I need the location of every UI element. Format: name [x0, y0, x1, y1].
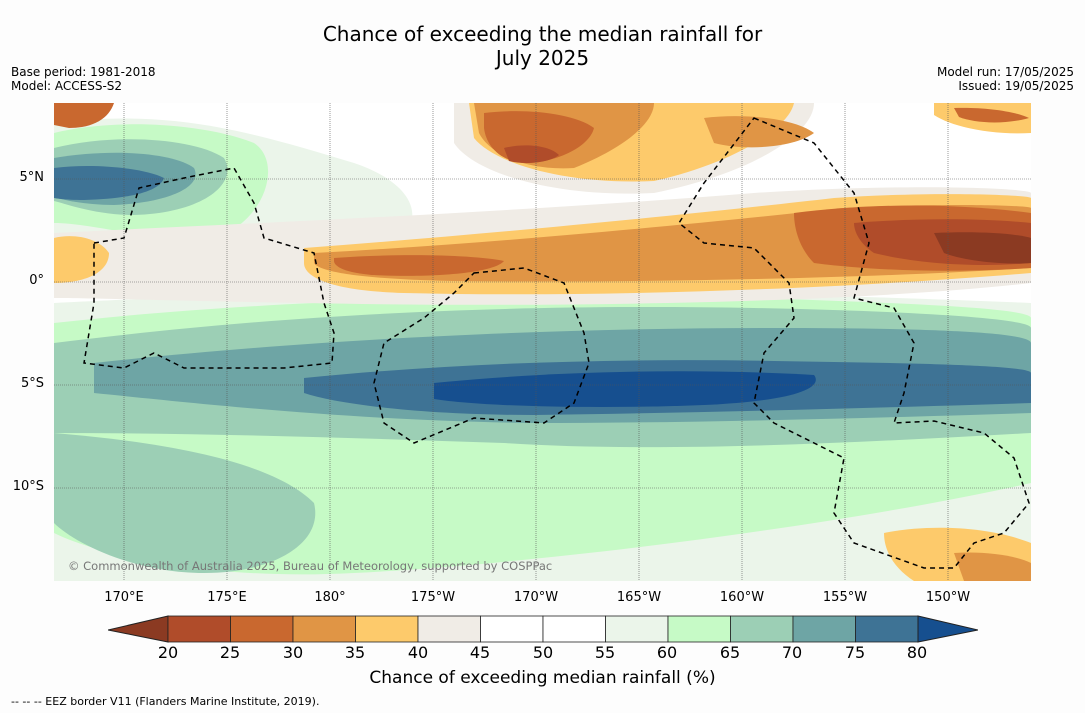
colorbar-cell: [667, 615, 731, 643]
eez-legend-footer: -- -- -- EEZ border V11 (Flanders Marine…: [11, 695, 320, 708]
lon-label-165w: 165°W: [616, 590, 662, 605]
model-name: Model: ACCESS-S2: [11, 79, 123, 93]
zone-25-north: [504, 145, 559, 163]
colorbar-tick-60: 60: [656, 643, 678, 662]
colorbar-tick-35: 35: [344, 643, 366, 662]
map-canvas: © Commonwealth of Australia 2025, Bureau…: [54, 103, 1031, 581]
zone-35-se-corner: [954, 552, 1031, 581]
lon-label-160w: 160°W: [719, 590, 765, 605]
colorbar-cell: [855, 615, 919, 643]
zone-40-west: [54, 236, 109, 283]
rainfall-map: © Commonwealth of Australia 2025, Bureau…: [54, 103, 1031, 581]
colorbar-tick-50: 50: [532, 643, 554, 662]
base-period: Base period: 1981-2018: [11, 65, 156, 79]
colorbar-arrow-right: [917, 615, 978, 643]
issued-date: Issued: 19/05/2025: [958, 79, 1074, 93]
graticule: [54, 103, 1031, 581]
zone-30-equator: [334, 255, 504, 276]
title-line-1: Chance of exceeding the median rainfall …: [322, 22, 763, 46]
colorbar-label: Chance of exceeding median rainfall (%): [369, 668, 716, 688]
colorbar-tick-65: 65: [719, 643, 741, 662]
zone-80-north: [54, 166, 164, 200]
colorbar-cell: [480, 615, 544, 643]
colorbar-cell: [230, 615, 294, 643]
zone-30-nw-corner: [54, 103, 114, 128]
model-run: Model run: 17/05/2025: [936, 65, 1074, 79]
lon-label-175w: 175°W: [410, 590, 456, 605]
copyright-watermark: © Commonwealth of Australia 2025, Bureau…: [68, 559, 552, 573]
colorbar-tick-30: 30: [282, 643, 304, 662]
lon-label-175e: 175°E: [207, 590, 247, 605]
meta-right: Model run: 17/05/2025 Issued: 19/05/2025: [937, 65, 1074, 93]
colorbar-tick-55: 55: [594, 643, 616, 662]
lon-label-150w: 150°W: [925, 590, 971, 605]
lat-label-0: 0°: [29, 273, 44, 288]
eez-borders: [83, 117, 1030, 569]
zone-70-southwest: [54, 433, 316, 573]
colorbar-tick-25: 25: [219, 643, 241, 662]
zone-85-south: [434, 371, 816, 407]
lon-label-170w: 170°W: [513, 590, 559, 605]
colorbar-cell: [792, 615, 856, 643]
title-line-2: July 2025: [495, 46, 590, 70]
colorbar-cell: [292, 615, 356, 643]
lat-label-5n: 5°N: [19, 170, 45, 185]
colorbar: [108, 615, 978, 643]
colorbar-tick-40: 40: [407, 643, 429, 662]
zone-35-northeast: [704, 116, 814, 148]
colorbar-tick-75: 75: [844, 643, 866, 662]
zone-30-ne-corner: [954, 107, 1029, 123]
colorbar-arrow-left: [108, 615, 169, 643]
colorbar-tick-20: 20: [157, 643, 179, 662]
colorbar-cell: [542, 615, 606, 643]
lon-label-180: 180°: [314, 590, 346, 605]
lat-label-10s: 10°S: [12, 479, 44, 494]
lon-label-170e: 170°E: [104, 590, 144, 605]
zone-20-east: [934, 232, 1031, 264]
colorbar-cell: [417, 615, 481, 643]
colorbar-cell: [167, 615, 231, 643]
colorbar-tick-45: 45: [469, 643, 491, 662]
map-title: Chance of exceeding the median rainfall …: [0, 22, 1085, 70]
colorbar-cell: [605, 615, 669, 643]
colorbar-tick-70: 70: [781, 643, 803, 662]
lat-label-5s: 5°S: [20, 376, 44, 391]
colorbar-cell: [730, 615, 794, 643]
meta-left: Base period: 1981-2018 Model: ACCESS-S2: [11, 65, 156, 93]
colorbar-tick-80: 80: [906, 643, 928, 662]
colorbar-cell: [355, 615, 419, 643]
lon-label-155w: 155°W: [822, 590, 868, 605]
